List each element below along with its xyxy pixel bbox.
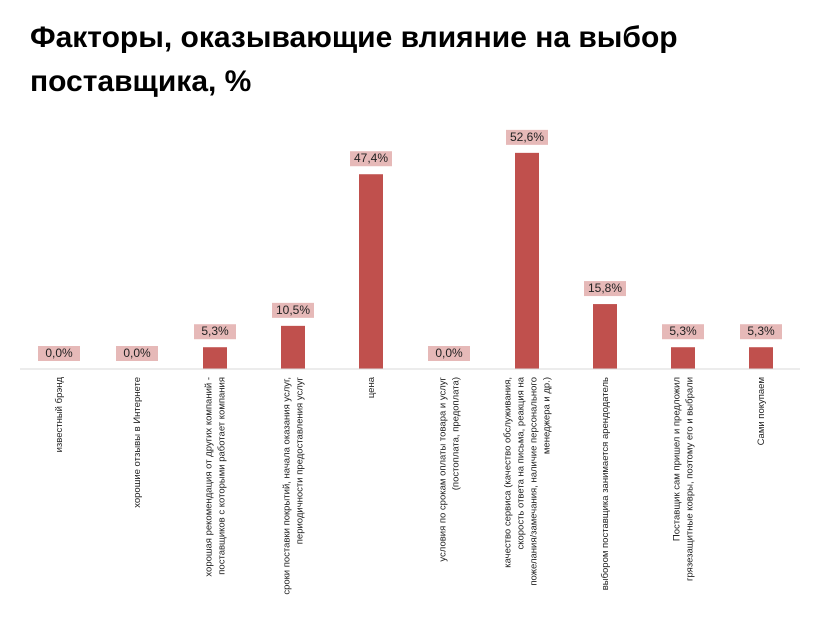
- category-label-line: грязезащитные ковры, поэтому его и выбра…: [685, 377, 696, 581]
- category-label-line: выбором поставщика занимается арендодате…: [600, 377, 611, 590]
- data-label-2: 0,0%: [123, 346, 151, 360]
- category-label-line: поставщиков с которыми работает компания: [217, 377, 228, 575]
- category-label-1: известный брэнд: [54, 377, 65, 453]
- data-label-4: 10,5%: [276, 303, 310, 317]
- data-label-bg-4: [272, 302, 314, 318]
- category-label-8: выбором поставщика занимается арендодате…: [600, 377, 611, 590]
- data-label-bg-8: [584, 281, 626, 297]
- category-labels-group: известный брэнд хорошие отзывы в Интернет…: [54, 376, 767, 594]
- data-label-1: 0,0%: [45, 346, 73, 360]
- category-label-3: хорошая рекомендация от других компаний …: [204, 377, 228, 577]
- category-label-line: условия по срокам оплаты товара и услуг: [438, 376, 449, 561]
- category-label-7: качество сервиса (качество обслуживания,…: [503, 376, 553, 585]
- bar-5: [359, 174, 383, 369]
- data-label-7: 52,6%: [510, 130, 544, 144]
- category-label-2: хорошие отзывы в Интернете: [132, 377, 143, 508]
- data-label-6: 0,0%: [435, 346, 463, 360]
- bar-9: [671, 347, 695, 369]
- bar-3: [203, 347, 227, 369]
- category-label-4: сроки поставки покрытий, начала оказания…: [282, 376, 306, 594]
- bar-10: [749, 347, 773, 369]
- category-label-line: скорость ответа на письма, реакция на: [516, 376, 527, 549]
- data-label-bg-2: [116, 346, 158, 361]
- category-label-line: хорошая рекомендация от других компаний …: [204, 377, 215, 577]
- category-label-line: менеджера и др.): [542, 377, 553, 454]
- data-label-bg-7: [506, 129, 548, 145]
- category-label-line: известный брэнд: [54, 377, 65, 453]
- category-label-5: цена: [366, 376, 377, 398]
- bar-8: [593, 304, 617, 369]
- category-label-line: Поставщик сам пришел и предложил: [672, 377, 683, 541]
- category-label-line: Сами покупаем: [756, 377, 767, 445]
- data-label-10: 5,3%: [747, 324, 775, 338]
- chart-title: Факторы, оказывающие влияние на выбор по…: [30, 21, 678, 98]
- bar-7: [515, 152, 539, 369]
- category-label-line: периодичности предоставления услуг: [295, 376, 306, 544]
- data-label-bg-6: [428, 346, 470, 361]
- data-label-bg-3: [194, 324, 236, 340]
- data-label-bg-9: [662, 324, 704, 340]
- data-label-bg-10: [740, 324, 782, 340]
- category-label-line: качество сервиса (качество обслуживания,: [503, 377, 514, 568]
- category-label-6: условия по срокам оплаты товара и услуг(…: [438, 376, 462, 561]
- category-label-line: цена: [366, 376, 377, 398]
- category-label-line: хорошие отзывы в Интернете: [132, 377, 143, 508]
- category-label-line: (постоплата, предоплата): [451, 377, 462, 490]
- data-label-8: 15,8%: [588, 281, 622, 295]
- data-label-3: 5,3%: [201, 324, 229, 338]
- data-label-bg-1: [38, 346, 80, 361]
- data-label-9: 5,3%: [669, 324, 697, 338]
- category-label-line: пожелания/замечания, наличие персонально…: [529, 377, 540, 586]
- category-label-line: сроки поставки покрытий, начала оказания…: [282, 377, 293, 595]
- category-label-9: Поставщик сам пришел и предложил грязезащ…: [672, 377, 696, 581]
- bar-4: [281, 325, 305, 369]
- category-label-10: Сами покупаем: [756, 377, 767, 445]
- bars-group: [203, 152, 773, 369]
- data-labels-group: 0,0% 0,0% 5,3% 10,5% 47,4% 0,0% 52,6% 15,8% 5,3%…: [38, 129, 782, 361]
- data-label-5: 47,4%: [354, 151, 388, 165]
- data-label-bg-5: [350, 151, 392, 167]
